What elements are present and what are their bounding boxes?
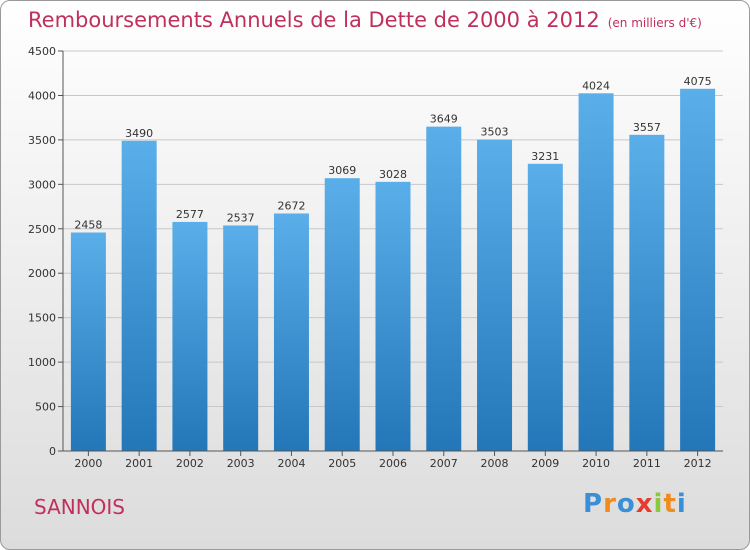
y-tick-label: 3500 (28, 134, 56, 147)
proxiti-logo: Proxiti (583, 489, 687, 519)
x-tick-label-2002: 2002 (176, 457, 204, 470)
bar-2007 (426, 126, 462, 452)
bar-2008 (477, 139, 513, 451)
x-tick-label-2010: 2010 (582, 457, 610, 470)
y-tick-label: 2000 (28, 267, 56, 280)
y-tick-label: 0 (49, 445, 56, 458)
title-text: Remboursements Annuels de la Dette de 20… (28, 8, 600, 32)
y-tick-label: 500 (35, 401, 56, 414)
x-tick-label-2008: 2008 (481, 457, 509, 470)
x-tick-label-2006: 2006 (379, 457, 407, 470)
y-tick-label: 3000 (28, 178, 56, 191)
value-label-2003: 2537 (227, 211, 255, 224)
value-label-2006: 3028 (379, 168, 407, 181)
y-tick-label: 4000 (28, 89, 56, 102)
x-tick-label-2007: 2007 (430, 457, 458, 470)
value-label-2008: 3503 (481, 126, 509, 139)
y-tick-label: 4500 (28, 45, 56, 58)
value-label-2001: 3490 (125, 127, 153, 140)
value-label-2002: 2577 (176, 208, 204, 221)
unit-note: (en milliers d'€) (607, 16, 702, 30)
bar-2001 (121, 140, 157, 451)
y-tick-label: 1000 (28, 356, 56, 369)
chart-title: Remboursements Annuels de la Dette de 20… (28, 8, 702, 32)
labels: 0 500 1000 1500 2000 2500 3000 3500 4000 4500 2458… (28, 45, 712, 470)
y-tick-label: 2500 (28, 223, 56, 236)
bar-2002 (172, 221, 208, 451)
value-label-2011: 3557 (633, 121, 661, 134)
x-tick-label-2000: 2000 (74, 457, 102, 470)
value-label-2012: 4075 (684, 75, 712, 88)
city-name: SANNOIS (34, 495, 126, 519)
bar-2000 (70, 232, 106, 451)
x-tick-label-2012: 2012 (684, 457, 712, 470)
bar-2003 (223, 225, 259, 451)
bar-2006 (375, 181, 411, 451)
x-tick-label-2003: 2003 (227, 457, 255, 470)
axes (58, 50, 723, 456)
value-label-2007: 3649 (430, 113, 458, 126)
value-label-2004: 2672 (277, 199, 305, 212)
bar-2011 (629, 134, 665, 452)
bar-2004 (273, 213, 309, 451)
x-tick-label-2001: 2001 (125, 457, 153, 470)
value-label-2009: 3231 (531, 150, 559, 163)
bar-2012 (680, 88, 716, 452)
x-tick-label-2011: 2011 (633, 457, 661, 470)
value-label-2005: 3069 (328, 164, 356, 177)
bar-2005 (324, 178, 360, 451)
value-label-2010: 4024 (582, 79, 610, 92)
y-tick-label: 1500 (28, 312, 56, 325)
bars (70, 88, 716, 452)
x-tick-label-2009: 2009 (531, 457, 559, 470)
value-label-2000: 2458 (74, 219, 102, 232)
bar-2010 (578, 93, 614, 452)
bar-2009 (527, 163, 563, 452)
x-tick-label-2005: 2005 (328, 457, 356, 470)
x-tick-label-2004: 2004 (277, 457, 305, 470)
